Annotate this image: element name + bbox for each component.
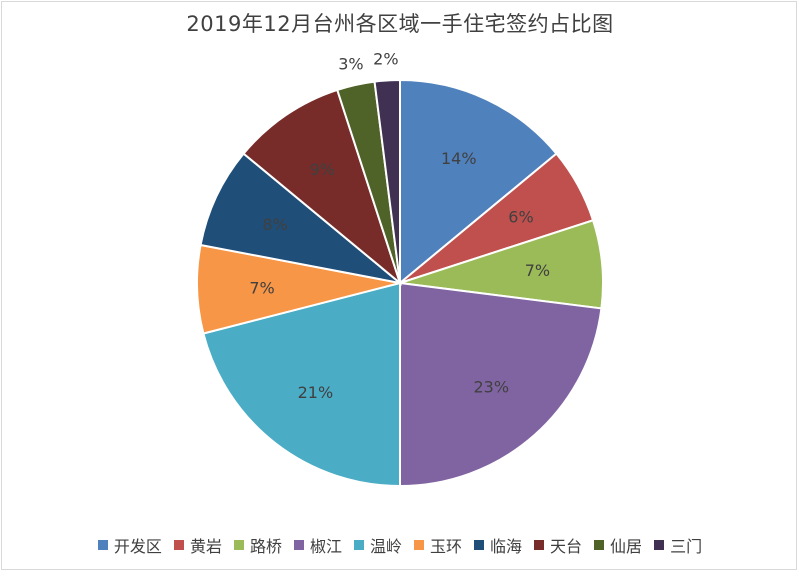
legend-label: 黄岩 [189,537,222,556]
pie-slice-椒江 [399,281,603,488]
data-label-仙居: 3% [338,54,363,73]
data-label-临海: 8% [262,215,287,234]
legend-item-临海: 临海 [474,533,522,557]
legend-swatch [474,540,485,550]
legend-label: 温岭 [369,537,402,556]
legend-swatch [97,540,108,550]
data-label-三门: 2% [373,49,398,68]
legend-item-椒江: 椒江 [293,533,342,557]
legend-item-玉环: 玉环 [414,533,462,557]
chart-title: 2019年12月台州各区域一手住宅签约占比图 [186,12,614,36]
data-label-开发区: 14% [441,149,477,168]
legend-label: 路桥 [249,537,282,556]
legend-swatch [173,540,184,550]
legend-swatch [654,540,665,550]
legend-item-三门: 三门 [654,533,702,557]
legend-label: 仙居 [610,537,643,556]
data-label-温岭: 21% [298,383,334,402]
pie-slice-三门 [373,78,401,284]
chart-legend: 开发区 黄岩 路桥 椒江 温岭 玉环 临海 天台 仙居 三门 [0,532,800,558]
pie-slice-天台 [242,88,403,286]
legend-label: 开发区 [113,537,162,556]
pie-slice-开发区 [399,78,558,286]
legend-item-路桥: 路桥 [233,533,282,557]
legend-label: 天台 [550,537,583,556]
pie-slice-临海 [199,152,401,284]
legend-label: 临海 [490,537,523,556]
legend-item-天台: 天台 [534,533,582,557]
legend-item-黄岩: 黄岩 [173,533,222,557]
legend-label: 玉环 [430,537,463,556]
pie-slice-温岭 [202,281,401,488]
legend-item-开发区: 开发区 [97,533,162,557]
legend-label: 三门 [670,537,703,556]
data-label-路桥: 7% [525,261,550,280]
legend-label: 椒江 [309,537,342,556]
data-label-天台: 9% [310,160,335,179]
data-label-黄岩: 6% [508,207,533,226]
legend-item-仙居: 仙居 [594,533,642,557]
legend-swatch [293,540,304,550]
data-label-玉环: 7% [249,278,274,297]
data-label-椒江: 23% [474,378,510,397]
legend-swatch [414,540,424,550]
legend-item-温岭: 温岭 [353,533,402,557]
legend-swatch [534,540,545,550]
legend-swatch [233,540,244,550]
legend-swatch [594,540,605,550]
legend-swatch [353,540,364,550]
